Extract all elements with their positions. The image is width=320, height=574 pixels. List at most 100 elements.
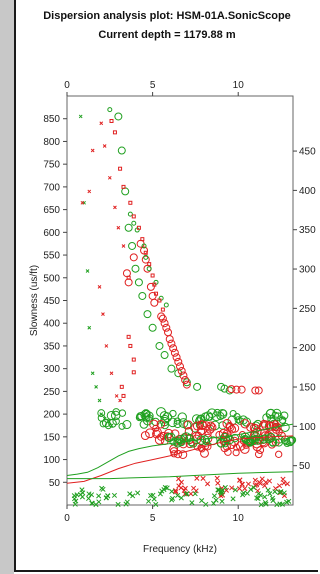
- band-mark: [270, 498, 276, 504]
- band-mark: [256, 446, 265, 454]
- band-mark: [230, 496, 236, 502]
- band-mark: [159, 411, 170, 421]
- x-tick-label: 10: [233, 513, 245, 524]
- band-mark: [237, 477, 243, 483]
- data-point: [157, 298, 162, 303]
- data-point: [131, 370, 136, 375]
- band-mark: [201, 421, 211, 431]
- data-point: [134, 278, 143, 287]
- band-mark: [195, 415, 205, 425]
- band-mark: [206, 421, 216, 430]
- band-mark: [164, 485, 170, 491]
- data-point: [102, 416, 107, 421]
- data-point: [232, 385, 241, 394]
- band-mark: [219, 498, 225, 504]
- y-right-tick-label: 300: [299, 265, 316, 276]
- data-point: [182, 380, 191, 389]
- band-mark: [73, 498, 79, 504]
- y-right-tick-label: 150: [299, 383, 316, 394]
- band-mark: [245, 481, 252, 487]
- y-tick-label: 200: [43, 410, 60, 421]
- band-mark: [110, 410, 121, 421]
- data-point: [87, 325, 92, 330]
- band-mark: [263, 479, 269, 485]
- band-mark: [208, 423, 217, 432]
- band-mark: [246, 439, 254, 447]
- data-point: [162, 323, 171, 332]
- band-mark: [214, 475, 220, 481]
- data-point: [90, 371, 95, 376]
- data-point: [154, 291, 159, 296]
- data-point: [113, 205, 117, 210]
- band-mark: [96, 493, 102, 499]
- band-mark: [267, 491, 273, 497]
- data-point: [131, 214, 136, 219]
- band-mark: [246, 422, 256, 432]
- band-mark: [259, 434, 269, 444]
- y-tick-label: 800: [43, 137, 60, 148]
- band-mark: [286, 498, 292, 504]
- data-point: [169, 344, 178, 353]
- data-point: [193, 382, 202, 391]
- data-point: [150, 273, 155, 278]
- band-mark: [275, 450, 283, 458]
- band-mark: [232, 449, 240, 457]
- x-tick-label-top: 0: [64, 80, 70, 91]
- band-mark: [229, 409, 237, 418]
- band-mark: [173, 417, 181, 425]
- band-mark: [261, 434, 269, 442]
- y-tick-label: 50: [49, 478, 61, 489]
- data-bands: [71, 407, 297, 508]
- x-tick-label-top: 10: [233, 80, 245, 91]
- band-mark: [242, 485, 248, 492]
- band-mark: [111, 492, 118, 498]
- band-mark: [215, 430, 224, 439]
- data-point: [129, 253, 138, 262]
- band-mark: [251, 485, 257, 491]
- band-mark: [79, 487, 85, 493]
- band-mark: [191, 414, 202, 424]
- y-tick-label: 250: [43, 387, 60, 398]
- band-mark: [222, 484, 228, 490]
- data-point: [121, 393, 126, 398]
- data-point: [237, 385, 246, 394]
- band-mark: [86, 495, 92, 502]
- band-mark: [179, 439, 188, 449]
- y-tick-label: 850: [43, 114, 60, 125]
- band-mark: [169, 495, 176, 501]
- data-point: [109, 371, 114, 376]
- data-point: [127, 211, 133, 217]
- band-mark: [216, 487, 222, 493]
- band-mark: [266, 478, 273, 484]
- data-point: [251, 386, 260, 395]
- data-point: [143, 250, 148, 255]
- band-mark: [217, 408, 228, 419]
- band-mark: [236, 417, 245, 425]
- y-right-tick-label: 50: [299, 461, 311, 472]
- band-mark: [281, 490, 287, 496]
- y-tick-label: 600: [43, 228, 60, 239]
- band-mark: [252, 477, 258, 483]
- band-mark: [105, 493, 111, 499]
- axes: 0 0 5 5 10 10 50 100 150 200 250 300 350 400 450 500 550…: [43, 80, 316, 524]
- data-point: [155, 341, 164, 350]
- band-mark: [97, 409, 106, 418]
- band-mark: [145, 428, 155, 439]
- data-point: [254, 386, 263, 395]
- band-mark: [123, 501, 129, 507]
- band-mark: [262, 500, 268, 506]
- band-mark: [140, 409, 151, 420]
- data-point: [136, 225, 141, 230]
- x-tick-label-top: 5: [150, 80, 156, 91]
- y-tick-label: 350: [43, 341, 60, 352]
- data-point: [87, 189, 92, 194]
- data-point: [160, 351, 169, 360]
- band-mark: [260, 419, 268, 428]
- band-mark: [122, 420, 132, 430]
- data-point: [152, 282, 157, 287]
- band-mark: [183, 420, 193, 430]
- data-point: [80, 200, 85, 205]
- data-point: [140, 237, 145, 242]
- band-mark: [257, 480, 263, 487]
